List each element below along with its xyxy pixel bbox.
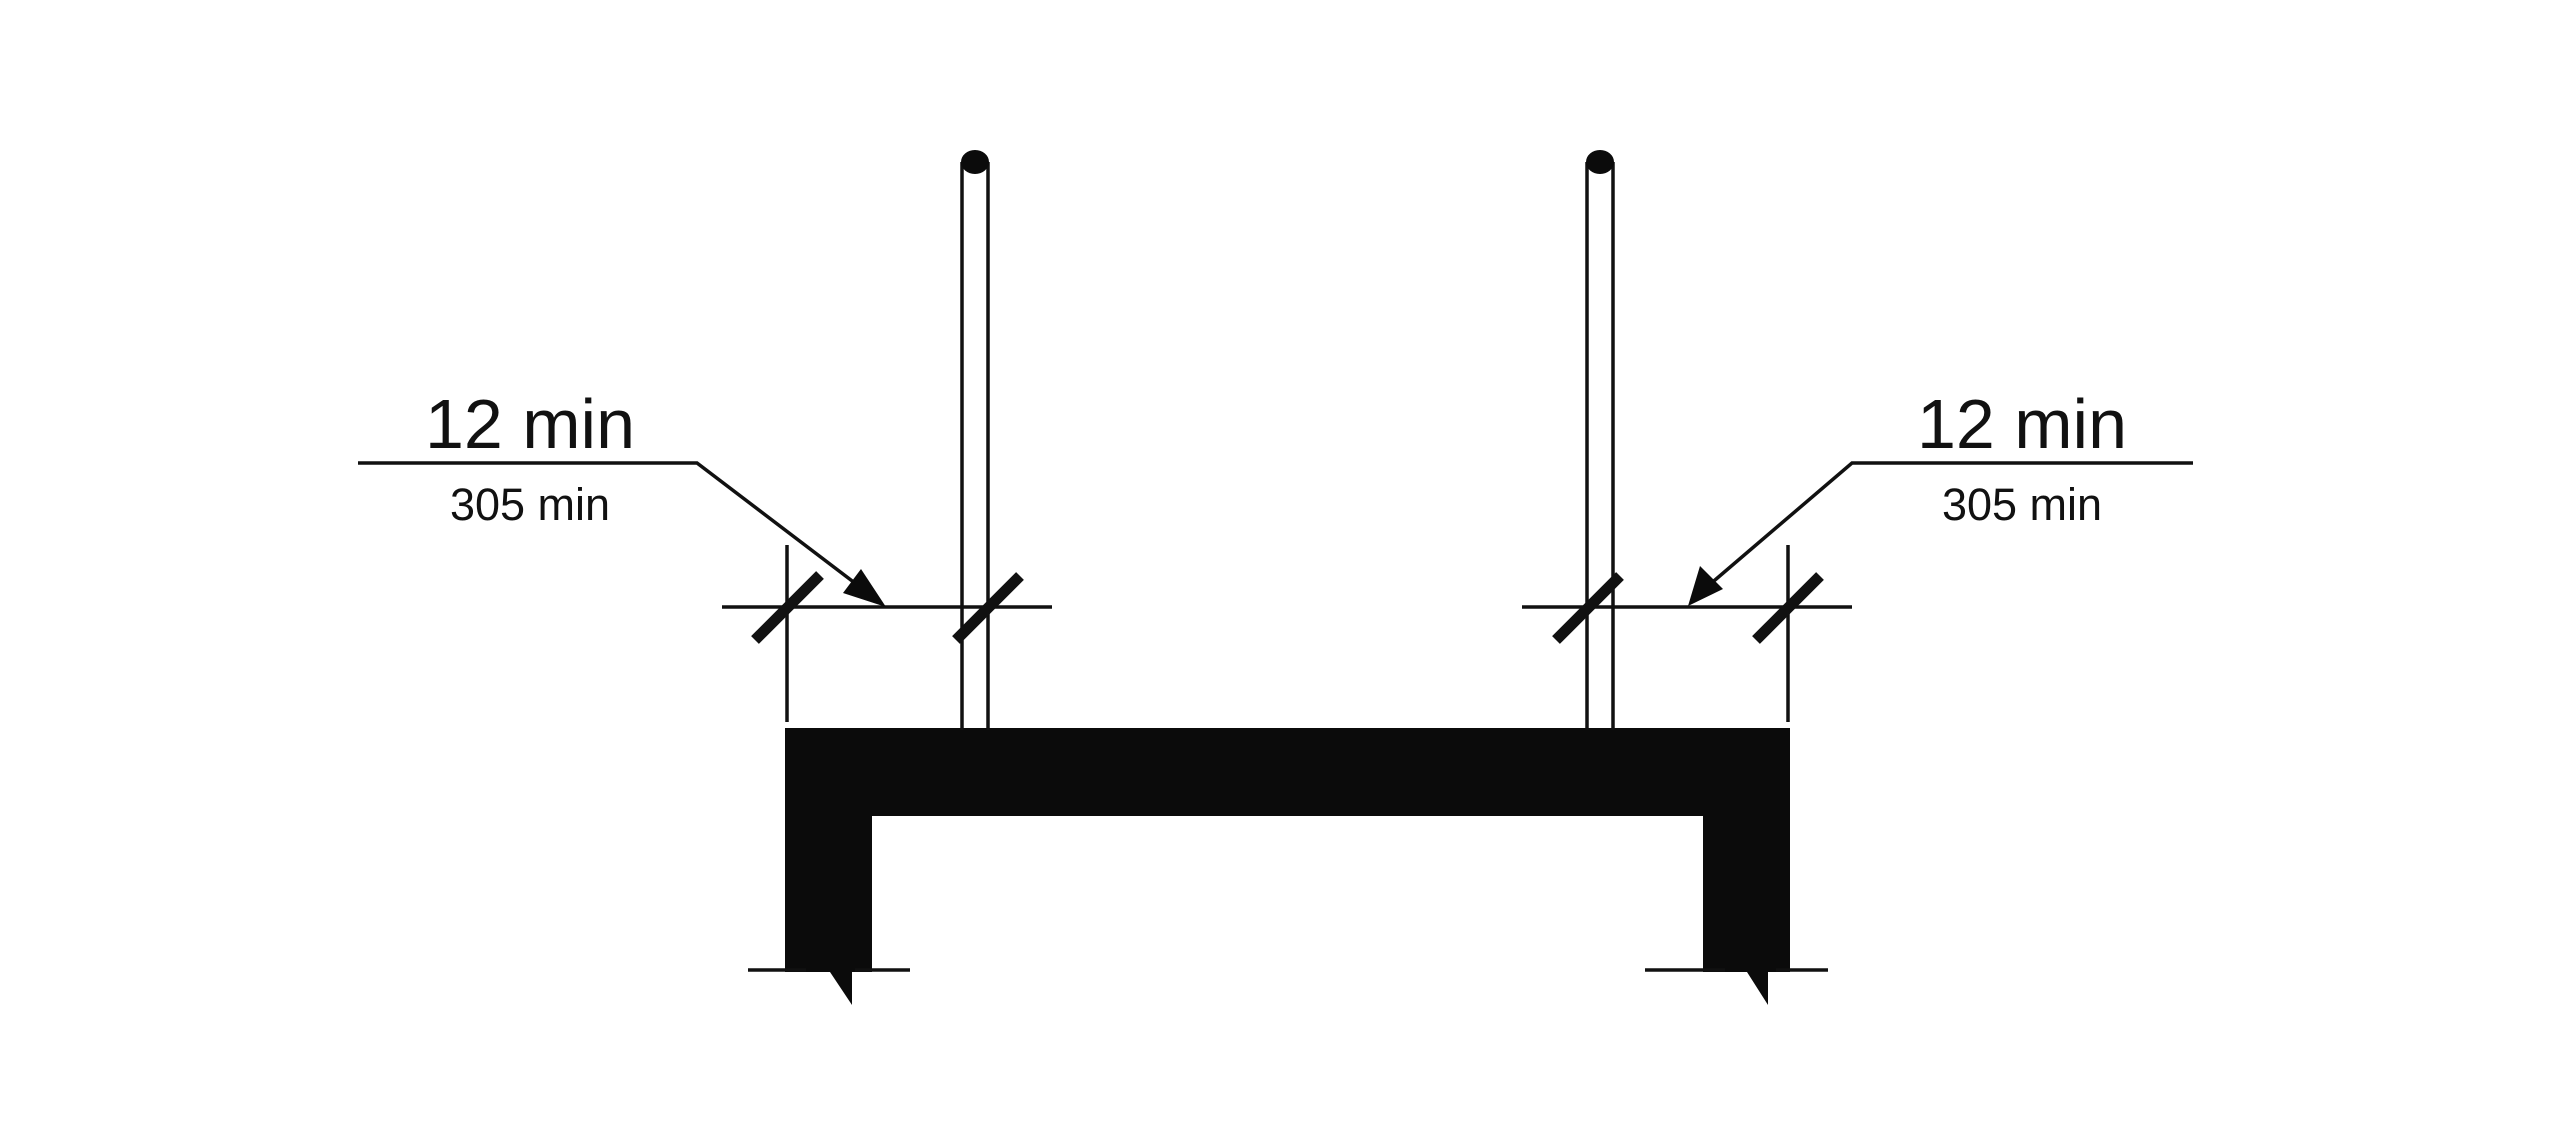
left-dimension-line — [722, 545, 1052, 722]
right-inner-tick — [1552, 572, 1624, 644]
left-leader-arrowhead — [843, 569, 886, 607]
right-leader-line — [1688, 461, 2193, 606]
left-rod-end-cap — [961, 150, 989, 174]
right-dimension-line — [1522, 545, 1852, 722]
left-inner-tick — [952, 572, 1024, 644]
left-leader-line — [358, 461, 886, 607]
left-vertical-rod — [960, 150, 990, 730]
right-rod-end-cap — [1586, 150, 1614, 174]
right-vertical-rod — [1585, 150, 1615, 730]
right-dimension-primary-label: 12 min — [1917, 385, 2127, 463]
right-outer-tick — [1752, 572, 1824, 644]
left-outer-tick — [751, 571, 824, 644]
left-dimension-secondary-label: 305 min — [450, 479, 610, 530]
right-dimension-secondary-label: 305 min — [1942, 479, 2102, 530]
left-dimension-primary-label: 12 min — [425, 385, 635, 463]
base-structure — [785, 728, 1790, 1005]
right-leader-arrowhead — [1688, 566, 1723, 606]
